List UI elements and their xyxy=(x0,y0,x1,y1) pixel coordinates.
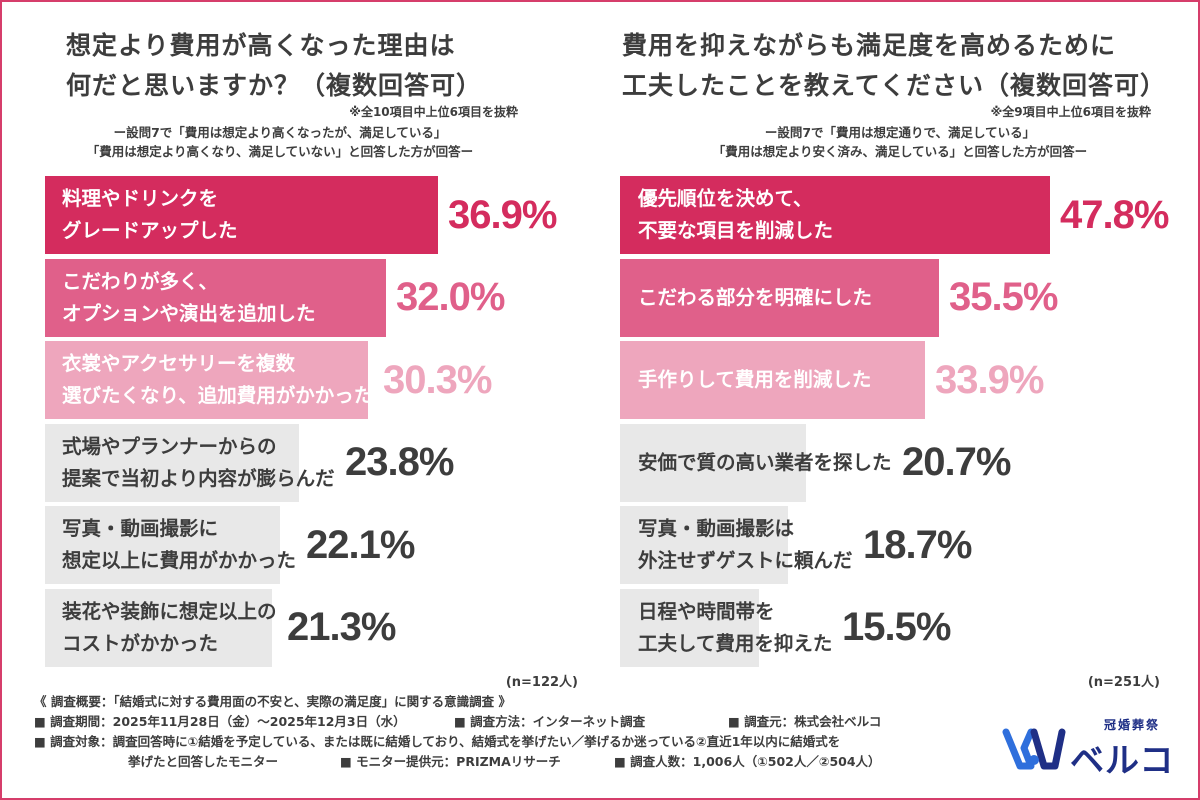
bar xyxy=(45,588,272,667)
survey-target-cont: 挙げたと回答したモニター xyxy=(128,754,279,769)
bar-row: こだわる部分を明確にした 35.5% xyxy=(620,258,1200,342)
survey-summary: 《 調査概要：「結婚式に対する費用面の不安と、実際の満足度」に関する意識調査 》 xyxy=(34,694,511,709)
bar-category-label: 日程や時間帯を 工夫して費用を抑えた xyxy=(638,599,833,655)
survey-organizer: ■ 調査元：株式会社ベルコ xyxy=(728,714,882,729)
survey-monitor: ■ モニター提供元：PRIZMAリサーチ xyxy=(340,754,561,769)
bar-category-label: 料理やドリンクを グレードアップした xyxy=(62,187,238,242)
survey-footer: 《 調査概要：「結婚式に対する費用面の不安と、実際の満足度」に関する意識調査 》… xyxy=(34,692,974,772)
bar-row: 手作りして費用を削減した 33.9% xyxy=(620,341,1200,424)
bar xyxy=(45,176,438,254)
survey-period: ■ 調査期間：2025年11月28日（金）〜2025年12月3日（水） xyxy=(34,714,406,729)
footer-line-1: 《 調査概要：「結婚式に対する費用面の不安と、実際の満足度」に関する意識調査 》 xyxy=(34,692,974,712)
right-chart-title: 費用を抑えながらも満足度を高めるために 工夫したことを教えてください（複数回答可… xyxy=(622,31,1167,100)
bar-value-label: 33.9% xyxy=(935,357,1044,402)
bar-row: 写真・動画撮影に 想定以上に費用がかかった 22.1% xyxy=(0,506,580,589)
left-chart-note: ※全10項目中上位6項目を抜粋 xyxy=(349,105,518,119)
bar-category-label: 優先順位を決めて、 不要な項目を削減した xyxy=(638,187,834,242)
bar-row: 優先順位を決めて、 不要な項目を削減した 47.8% xyxy=(620,176,1200,259)
bar-category-label: 安価で質の高い業者を探した xyxy=(638,450,892,474)
bar-category-label: こだわりが多く、 オプションや演出を追加した xyxy=(62,269,316,325)
footer-line-3: ■ 調査対象：調査回答時に①結婚を予定している、または既に結婚しており、結婚式を… xyxy=(34,732,974,752)
bar xyxy=(620,506,788,584)
footer-line-4: 挙げたと回答したモニター ■ モニター提供元：PRIZMAリサーチ ■ 調査人数… xyxy=(34,752,974,772)
bar xyxy=(620,423,806,502)
left-chart-bars: 料理やドリンクを グレードアップした 36.9% こだわりが多く、 オプションや演出… xyxy=(0,176,580,671)
bar-row: 日程や時間帯を 工夫して費用を抑えた 15.5% xyxy=(620,588,1200,672)
bar-row: 料理やドリンクを グレードアップした 36.9% xyxy=(0,176,580,259)
bar xyxy=(620,341,925,419)
survey-count: ■ 調査人数：1,006人（①502人／②504人） xyxy=(614,754,881,769)
bar xyxy=(620,176,1050,254)
bar-category-label: こだわる部分を明確にした xyxy=(638,285,873,309)
bar-category-label: 装花や装飾に想定以上の コストがかかった xyxy=(62,599,277,655)
logo-subtitle: 冠婚葬祭 xyxy=(1104,718,1161,732)
bar-value-label: 36.9% xyxy=(448,192,557,237)
right-chart-sample-size: (n=251人) xyxy=(1087,675,1160,690)
bar-value-label: 15.5% xyxy=(842,605,951,649)
bar-value-label: 30.3% xyxy=(383,357,492,402)
bar-category-label: 式場やプランナーからの 提案で当初より内容が膨らんだ xyxy=(62,434,335,490)
bar-row: 式場やプランナーからの 提案で当初より内容が膨らんだ 23.8% xyxy=(0,423,580,507)
bar-value-label: 22.1% xyxy=(306,522,415,567)
left-chart-description: ー設問7で「費用は想定より高くなったが、満足している」 「費用は想定より高くなり… xyxy=(86,125,474,159)
bar-category-label: 写真・動画撮影は 外注せずゲストに頼んだ xyxy=(638,517,853,572)
bar xyxy=(45,506,280,584)
bar-value-label: 47.8% xyxy=(1060,192,1169,237)
belco-logo xyxy=(1002,728,1066,770)
bar xyxy=(45,423,299,502)
footer-line-2: ■ 調査期間：2025年11月28日（金）〜2025年12月3日（水） ■ 調査… xyxy=(34,712,974,732)
logo-wordmark: ベルコ xyxy=(1070,741,1175,781)
bar-category-label: 写真・動画撮影に 想定以上に費用がかかった xyxy=(62,517,297,572)
bar-value-label: 21.3% xyxy=(287,605,396,649)
right-chart-note: ※全9項目中上位6項目を抜粋 xyxy=(990,105,1151,119)
bar-row: 安価で質の高い業者を探した 20.7% xyxy=(620,423,1200,507)
bar-row: こだわりが多く、 オプションや演出を追加した 32.0% xyxy=(0,258,580,342)
logo-mark-icon xyxy=(1002,728,1066,770)
left-chart-title: 想定より費用が高くなった理由は 何だと思いますか？（複数回答可） xyxy=(66,31,483,100)
bar xyxy=(620,588,759,667)
bar-value-label: 18.7% xyxy=(863,522,972,567)
bar-value-label: 23.8% xyxy=(345,440,454,484)
bar-row: 衣裳やアクセサリーを複数 選びたくなり、追加費用がかかった 30.3% xyxy=(0,341,580,424)
bar xyxy=(45,341,368,419)
left-chart-sample-size: (n=122人) xyxy=(505,675,578,690)
bar-row: 写真・動画撮影は 外注せずゲストに頼んだ 18.7% xyxy=(620,506,1200,589)
bar-category-label: 衣裳やアクセサリーを複数 選びたくなり、追加費用がかかった xyxy=(62,352,374,407)
bar-value-label: 20.7% xyxy=(902,440,1011,484)
bar-category-label: 手作りして費用を削減した xyxy=(638,368,872,391)
right-chart-bars: 優先順位を決めて、 不要な項目を削減した 47.8% こだわる部分を明確にした 35.… xyxy=(620,176,1200,671)
survey-target: ■ 調査対象：調査回答時に①結婚を予定している、または既に結婚しており、結婚式を… xyxy=(34,734,841,749)
right-chart-description: ー設問7で「費用は想定通りで、満足している」 「費用は想定より安く済み、満足して… xyxy=(712,125,1088,159)
right-chart-panel: 費用を抑えながらも満足度を高めるために 工夫したことを教えてください（複数回答可… xyxy=(600,0,1180,690)
bar-row: 装花や装飾に想定以上の コストがかかった 21.3% xyxy=(0,588,580,672)
bar xyxy=(620,258,939,337)
bar-value-label: 32.0% xyxy=(396,275,505,319)
survey-method: ■ 調査方法：インターネット調査 xyxy=(454,714,646,729)
bar-value-label: 35.5% xyxy=(949,275,1058,319)
left-chart-panel: 想定より費用が高くなった理由は 何だと思いますか？（複数回答可） ※全10項目中… xyxy=(0,0,580,690)
bar xyxy=(45,258,386,337)
